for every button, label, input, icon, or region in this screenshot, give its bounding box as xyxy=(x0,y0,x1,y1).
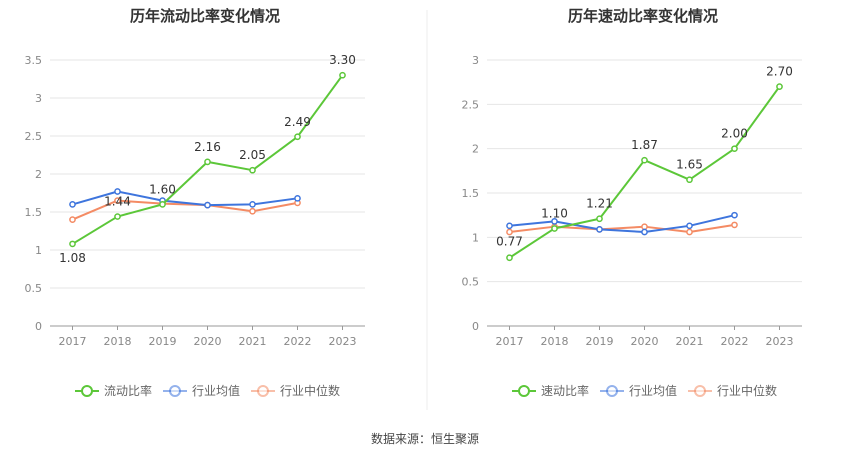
data-point xyxy=(641,156,648,164)
y-tick-label: 3.5 xyxy=(25,54,43,67)
y-tick-label: 3 xyxy=(35,92,42,105)
data-point xyxy=(641,223,648,231)
data-label: 1.87 xyxy=(631,138,658,152)
x-tick-label: 2022 xyxy=(721,335,749,348)
data-point xyxy=(69,201,76,208)
data-point xyxy=(294,133,301,141)
legend-swatch-marker[interactable] xyxy=(81,385,93,397)
x-tick-label: 2023 xyxy=(766,335,794,348)
legend-label[interactable]: 行业中位数 xyxy=(717,383,777,398)
x-tick-label: 2021 xyxy=(239,335,267,348)
data-point xyxy=(506,222,513,230)
series-line xyxy=(509,223,735,234)
y-tick-label: 1 xyxy=(472,231,479,244)
data-point xyxy=(294,194,301,202)
x-tick-label: 2022 xyxy=(284,335,312,348)
data-point xyxy=(686,176,693,184)
data-label: 1.08 xyxy=(59,251,86,265)
data-point xyxy=(249,166,256,174)
y-tick-label: 3 xyxy=(472,54,479,67)
data-label: 1.10 xyxy=(541,206,568,220)
data-label: 1.44 xyxy=(104,195,131,209)
x-tick-label: 2020 xyxy=(631,335,659,348)
data-label: 2.70 xyxy=(766,65,793,79)
data-label: 1.21 xyxy=(586,197,613,211)
x-tick-label: 2020 xyxy=(194,335,222,348)
data-point xyxy=(249,207,256,215)
data-point xyxy=(776,83,783,90)
data-point xyxy=(204,158,211,166)
data-point xyxy=(339,71,346,79)
legend-swatch-marker[interactable] xyxy=(169,385,181,397)
data-point xyxy=(686,228,693,236)
data-point xyxy=(641,228,648,236)
y-tick-label: 2 xyxy=(35,168,42,181)
y-tick-label: 0 xyxy=(35,320,42,333)
x-tick-label: 2023 xyxy=(329,335,357,348)
legend-swatch-marker[interactable] xyxy=(257,385,269,397)
x-tick-label: 2017 xyxy=(59,335,87,348)
data-point xyxy=(506,228,513,236)
data-point xyxy=(551,218,558,225)
series-line xyxy=(72,199,298,221)
data-point xyxy=(204,201,211,209)
data-point xyxy=(686,222,693,230)
y-tick-label: 1.5 xyxy=(25,206,43,219)
data-point xyxy=(506,254,513,262)
data-label: 2.00 xyxy=(721,127,748,141)
y-tick-label: 0.5 xyxy=(25,282,43,295)
legend-swatch-marker[interactable] xyxy=(518,385,530,397)
data-point xyxy=(731,145,738,153)
legend-swatch-marker[interactable] xyxy=(694,385,706,397)
data-point xyxy=(114,197,121,204)
legend-label[interactable]: 行业均值 xyxy=(629,383,677,398)
legend-swatch-marker[interactable] xyxy=(606,385,618,397)
data-label: 2.49 xyxy=(284,115,311,129)
x-tick-label: 2019 xyxy=(586,335,614,348)
x-tick-label: 2019 xyxy=(149,335,177,348)
legend-label[interactable]: 流动比率 xyxy=(104,383,152,398)
y-tick-label: 1.5 xyxy=(462,187,480,200)
y-tick-label: 2.5 xyxy=(462,98,480,111)
y-tick-label: 0.5 xyxy=(462,276,480,289)
x-tick-label: 2018 xyxy=(541,335,569,348)
source-text: 数据来源：恒生聚源 xyxy=(371,431,479,446)
data-point xyxy=(249,201,256,208)
data-point xyxy=(159,201,166,208)
data-label: 1.60 xyxy=(149,182,176,196)
y-tick-label: 0 xyxy=(472,320,479,333)
chart-title: 历年流动比率变化情况 xyxy=(130,7,280,25)
legend-label[interactable]: 行业中位数 xyxy=(280,383,340,398)
y-tick-label: 2 xyxy=(472,143,479,156)
data-point xyxy=(596,226,603,233)
data-point xyxy=(69,240,76,248)
data-point xyxy=(731,211,738,219)
data-label: 1.65 xyxy=(676,158,703,172)
x-tick-label: 2021 xyxy=(676,335,704,348)
data-point xyxy=(551,225,558,232)
series-line xyxy=(72,190,298,207)
data-label: 0.77 xyxy=(496,235,523,249)
legend-label[interactable]: 行业均值 xyxy=(192,383,240,398)
legend-label[interactable]: 速动比率 xyxy=(541,383,589,398)
x-tick-label: 2018 xyxy=(104,335,132,348)
data-point xyxy=(114,213,121,220)
data-label: 2.16 xyxy=(194,140,221,154)
y-tick-label: 2.5 xyxy=(25,130,43,143)
data-point xyxy=(596,215,603,223)
data-point xyxy=(69,216,76,223)
data-point xyxy=(114,188,121,195)
series-line xyxy=(509,214,735,234)
data-point xyxy=(731,221,738,229)
y-tick-label: 1 xyxy=(35,244,42,257)
chart-title: 历年速动比率变化情况 xyxy=(568,7,718,25)
data-label: 3.30 xyxy=(329,53,356,67)
data-label: 2.05 xyxy=(239,148,266,162)
x-tick-label: 2017 xyxy=(496,335,524,348)
